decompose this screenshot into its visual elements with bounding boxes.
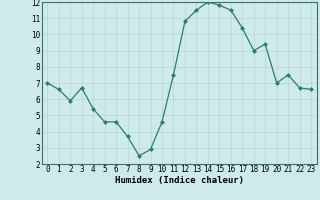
- X-axis label: Humidex (Indice chaleur): Humidex (Indice chaleur): [115, 176, 244, 185]
